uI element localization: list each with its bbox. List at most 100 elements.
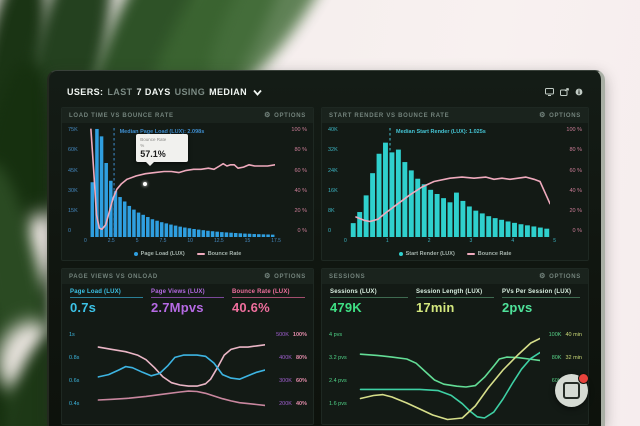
legend-item: Bounce Rate — [466, 250, 512, 257]
legend-item: Start Render (LUX) — [398, 250, 455, 257]
options-button[interactable]: ⚙ OPTIONS — [264, 273, 306, 280]
timeframe-word: LAST — [107, 87, 133, 97]
x-axis: 0 2.5 5 7.5 10 12.5 15 17.5 — [62, 237, 313, 247]
metric-label: Sessions (LUX) — [330, 289, 408, 298]
aggregation-value: MEDIAN — [209, 87, 248, 97]
panel-header: SESSIONS ⚙ OPTIONS — [322, 269, 588, 284]
chat-icon — [563, 382, 580, 399]
tooltip-title: Bounce Rate — [140, 136, 167, 142]
gear-icon: ⚙ — [264, 112, 272, 119]
metric-sessions: Sessions (LUX) 479K — [330, 289, 408, 327]
panel-header: PAGE VIEWS VS ONLOAD ⚙ OPTIONS — [62, 269, 313, 284]
laptop-screen: USERS: LAST 7 DAYS USING MEDIAN LOAD TIM… — [47, 70, 605, 426]
gear-icon: ⚙ — [264, 273, 272, 280]
users-label: USERS: — [67, 87, 104, 97]
legend-label: Start Render (LUX) — [405, 250, 455, 257]
metric-session-length: Session Length (LUX) 17min — [416, 289, 494, 327]
metric-row: Sessions (LUX) 479K Session Length (LUX)… — [322, 284, 588, 327]
chart-row: 75K 60K 45K 30K 15K 0 Median Page Load (LUX):… — [62, 123, 313, 237]
share-icon[interactable] — [560, 88, 569, 96]
metric-row: Page Load (LUX) 0.7s Page Views (LUX) 2.… — [62, 284, 313, 327]
metric-value: 0.7s — [70, 300, 97, 315]
options-label: OPTIONS — [549, 112, 581, 119]
titlebar-icons — [545, 88, 583, 96]
options-button[interactable]: ⚙ OPTIONS — [539, 112, 581, 119]
metric-page-load: Page Load (LUX) 0.7s — [70, 289, 143, 327]
options-label: OPTIONS — [274, 273, 306, 280]
panel-header: START RENDER VS BOUNCE RATE ⚙ OPTIONS — [322, 108, 588, 123]
aggregation-word: USING — [174, 87, 206, 97]
panel-title: SESSIONS — [329, 273, 366, 280]
metric-label: Session Length (LUX) — [416, 289, 494, 298]
tooltip-value: 57.1% — [140, 149, 166, 160]
bounce-rate-tooltip: Bounce Rate % 57.1% — [136, 133, 189, 167]
legend-line-icon — [196, 252, 205, 255]
panel-title: LOAD TIME VS BOUNCE RATE — [69, 112, 174, 119]
chart-legend: Page Load (LUX) Bounce Rate — [62, 247, 313, 260]
median-annotation: Median Page Load (LUX): 2.098s — [119, 129, 205, 135]
y-axis-left: 40K 32K 24K 16K 8K 0 — [328, 127, 338, 235]
y-axis-left: 4 pvs 3.2 pvs 2.4 pvs 1.6 pvs — [329, 332, 347, 408]
y-axis-left: 75K 60K 45K 30K 15K 0 — [68, 127, 78, 235]
options-label: OPTIONS — [274, 112, 306, 119]
gear-icon: ⚙ — [539, 112, 547, 119]
chart-row: 4 pvs 3.2 pvs 2.4 pvs 1.6 pvs 100K 40 min 80K… — [322, 327, 588, 424]
panel-title: PAGE VIEWS VS ONLOAD — [69, 273, 158, 280]
x-axis-ticks: 0 2.5 5 7.5 10 12.5 15 17.5 — [84, 238, 281, 244]
y-axis-left: 1s 0.8s 0.6s 0.4s — [69, 332, 80, 408]
panel-header: LOAD TIME VS BOUNCE RATE ⚙ OPTIONS — [62, 108, 313, 123]
metric-label: Page Views (LUX) — [151, 289, 224, 298]
metric-bounce-rate: Bounce Rate (LUX) 40.6% — [232, 289, 305, 327]
legend-label: Bounce Rate — [207, 250, 242, 257]
chart-legend: Start Render (LUX) Bounce Rate — [322, 247, 588, 260]
metric-value: 17min — [416, 300, 455, 315]
timeframe-dropdown[interactable]: USERS: LAST 7 DAYS USING MEDIAN — [67, 87, 262, 97]
hover-point-marker — [142, 181, 147, 186]
options-button[interactable]: ⚙ OPTIONS — [539, 273, 581, 280]
notification-badge — [578, 373, 589, 384]
timeframe-value: 7 DAYS — [136, 87, 171, 97]
legend-line-icon — [466, 252, 475, 255]
options-button[interactable]: ⚙ OPTIONS — [264, 112, 306, 119]
metric-label: Page Load (LUX) — [70, 289, 143, 298]
dashboard-grid: LOAD TIME VS BOUNCE RATE ⚙ OPTIONS 75K 60… — [61, 107, 589, 425]
display-icon[interactable] — [545, 88, 554, 96]
metric-page-views: Page Views (LUX) 2.7Mpvs — [151, 289, 224, 327]
info-icon[interactable] — [575, 88, 583, 96]
gear-icon: ⚙ — [539, 273, 547, 280]
metric-pvs-per-session: PVs Per Session (LUX) 2pvs — [502, 289, 580, 327]
chat-widget-button[interactable] — [555, 373, 589, 407]
chevron-down-icon — [253, 89, 262, 96]
panel-sessions: SESSIONS ⚙ OPTIONS Sessions (LUX) 479K S… — [321, 268, 589, 425]
legend-label: Bounce Rate — [477, 250, 512, 257]
metric-value: 479K — [330, 300, 362, 315]
options-label: OPTIONS — [549, 273, 581, 280]
y-axis-right: 100 % 80 % 60 % 40 % 20 % 0 % — [566, 127, 582, 235]
tooltip-subtitle: % — [140, 142, 145, 148]
legend-item: Page Load (LUX) — [133, 250, 185, 257]
panel-load-time-vs-bounce-rate: LOAD TIME VS BOUNCE RATE ⚙ OPTIONS 75K 60… — [61, 107, 314, 261]
metric-value: 2.7Mpvs — [151, 300, 204, 315]
y-axis-right: 100 % 80 % 60 % 40 % 20 % 0 % — [291, 127, 307, 235]
sessions-chart[interactable] — [355, 331, 540, 424]
legend-label: Page Load (LUX) — [140, 250, 185, 257]
dashboard-titlebar: USERS: LAST 7 DAYS USING MEDIAN — [61, 84, 589, 100]
legend-dot-icon — [398, 251, 403, 256]
metric-label: Bounce Rate (LUX) — [232, 289, 305, 298]
panel-title: START RENDER VS BOUNCE RATE — [329, 112, 450, 119]
chart-row: 1s 0.8s 0.6s 0.4s 500K 100% 400K 80% 300K 60% 200… — [62, 327, 313, 424]
start-render-chart[interactable]: Median Start Render (LUX): 1.025s — [350, 126, 550, 237]
legend-dot-icon — [133, 251, 138, 256]
panel-page-views-vs-onload: PAGE VIEWS VS ONLOAD ⚙ OPTIONS Page Load… — [61, 268, 314, 425]
page-views-chart[interactable] — [95, 331, 265, 424]
legend-item: Bounce Rate — [196, 250, 242, 257]
y-axis-right: 500K 100% 400K 80% 300K 60% 200K 40% — [276, 332, 307, 408]
panel-start-render-vs-bounce-rate: START RENDER VS BOUNCE RATE ⚙ OPTIONS 40… — [321, 107, 589, 261]
load-time-chart[interactable]: Median Page Load (LUX): 2.098s Bounce Ra… — [90, 126, 275, 237]
median-annotation: Median Start Render (LUX): 1.025s — [396, 129, 486, 135]
metric-value: 2pvs — [502, 300, 533, 315]
metric-value: 40.6% — [232, 300, 270, 315]
